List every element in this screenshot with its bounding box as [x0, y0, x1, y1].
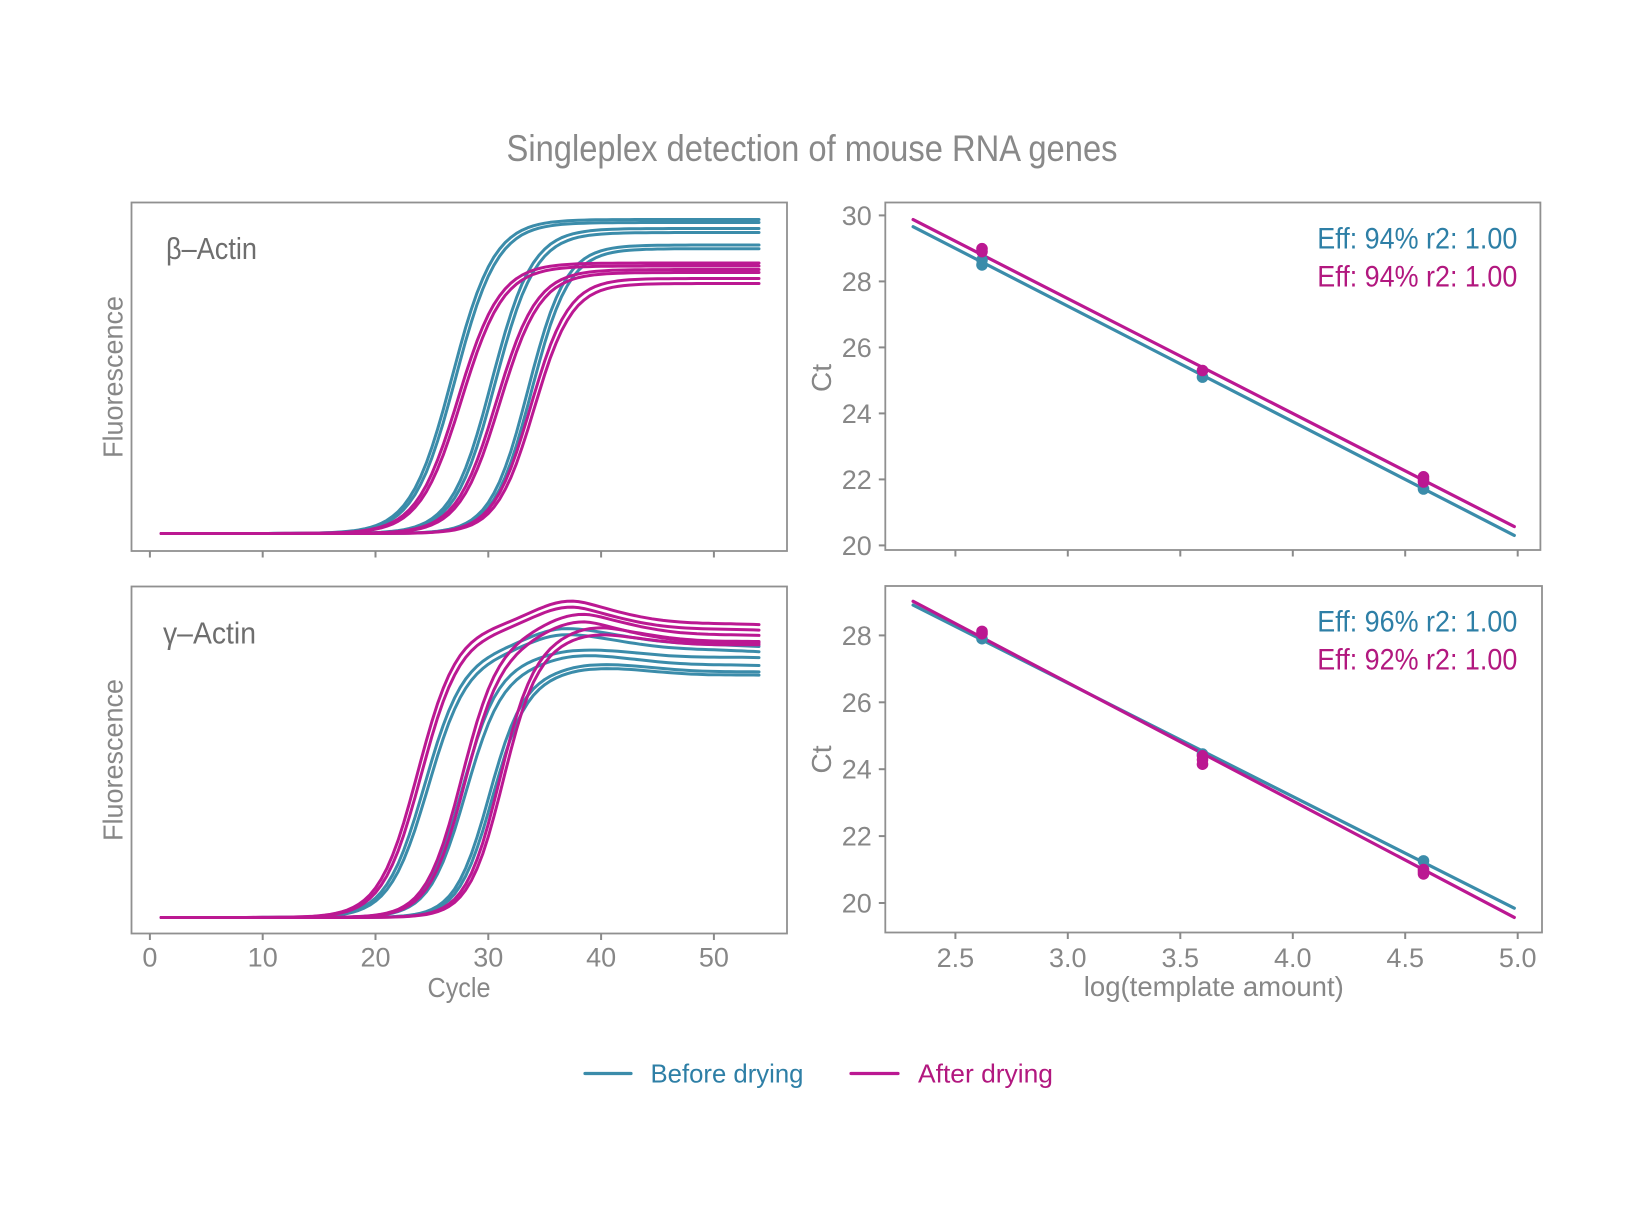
svg-text:3.0: 3.0	[1049, 943, 1087, 973]
svg-text:22: 22	[842, 465, 872, 495]
svg-text:50: 50	[699, 943, 729, 973]
svg-text:4.5: 4.5	[1386, 943, 1424, 973]
svg-text:Cycle: Cycle	[428, 972, 491, 1003]
svg-text:30: 30	[473, 943, 503, 973]
svg-text:22: 22	[842, 822, 872, 852]
svg-text:log(template amount): log(template amount)	[1084, 971, 1344, 1002]
svg-text:10: 10	[248, 943, 278, 973]
svg-text:β–Actin: β–Actin	[166, 231, 257, 266]
svg-text:Eff: 94% r2: 1.00: Eff: 94% r2: 1.00	[1317, 261, 1517, 294]
svg-text:24: 24	[842, 755, 872, 785]
svg-text:Eff: 94% r2: 1.00: Eff: 94% r2: 1.00	[1317, 222, 1517, 255]
svg-text:40: 40	[586, 943, 616, 973]
svg-text:28: 28	[842, 267, 872, 297]
svg-text:5.0: 5.0	[1499, 943, 1537, 973]
svg-text:γ–Actin: γ–Actin	[163, 616, 256, 651]
svg-text:3.5: 3.5	[1162, 943, 1200, 973]
svg-text:2.5: 2.5	[937, 943, 975, 973]
svg-text:Ct: Ct	[806, 745, 837, 773]
svg-text:Before drying: Before drying	[651, 1059, 804, 1089]
svg-text:Ct: Ct	[806, 364, 837, 392]
svg-text:Singleplex detection of mouse: Singleplex detection of mouse RNA genes	[507, 128, 1118, 169]
svg-text:Fluorescence: Fluorescence	[98, 296, 129, 458]
svg-text:Eff: 96% r2: 1.00: Eff: 96% r2: 1.00	[1317, 606, 1517, 639]
svg-text:30: 30	[842, 201, 872, 231]
svg-text:20: 20	[842, 531, 872, 561]
svg-text:20: 20	[842, 889, 872, 919]
svg-text:28: 28	[842, 621, 872, 651]
svg-text:26: 26	[842, 688, 872, 718]
svg-text:After drying: After drying	[918, 1059, 1053, 1089]
svg-text:26: 26	[842, 333, 872, 363]
svg-text:20: 20	[360, 943, 390, 973]
svg-text:0: 0	[142, 943, 157, 973]
svg-text:4.0: 4.0	[1274, 943, 1312, 973]
svg-text:Eff: 92% r2: 1.00: Eff: 92% r2: 1.00	[1317, 643, 1517, 676]
svg-text:24: 24	[842, 399, 872, 429]
svg-text:Fluorescence: Fluorescence	[98, 679, 129, 841]
